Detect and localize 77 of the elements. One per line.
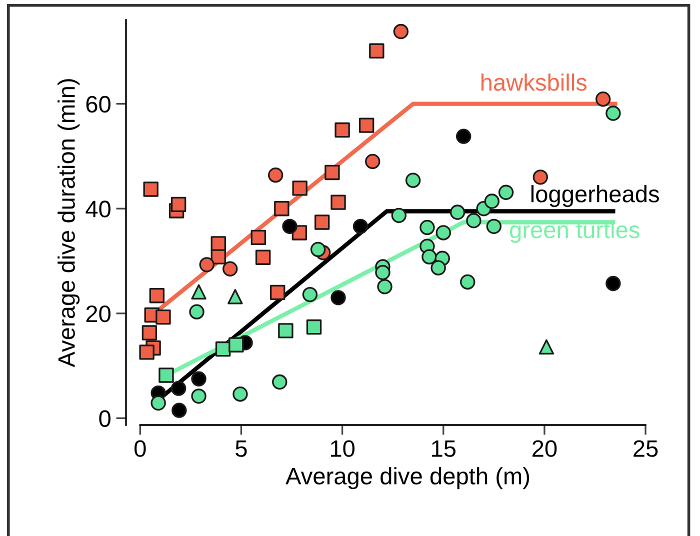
point <box>358 118 374 133</box>
point <box>456 128 472 144</box>
point <box>199 257 214 272</box>
point <box>302 286 318 302</box>
x-axis-title: Average dive depth (m) <box>286 467 530 490</box>
point <box>143 182 158 197</box>
point <box>595 92 611 107</box>
point <box>450 204 466 220</box>
point <box>222 261 238 276</box>
point <box>334 122 350 138</box>
point <box>393 24 409 40</box>
point <box>420 220 435 236</box>
point <box>274 201 290 216</box>
point <box>191 284 206 300</box>
point <box>498 184 514 200</box>
point <box>391 208 407 224</box>
point <box>170 196 186 212</box>
point <box>466 213 482 228</box>
point <box>191 371 206 386</box>
x-tick-label: 25 <box>634 440 658 457</box>
point <box>422 249 437 264</box>
point <box>255 250 271 265</box>
point <box>377 279 392 294</box>
y-tick-label: 0 <box>99 410 110 427</box>
point <box>250 230 266 246</box>
point <box>330 194 346 210</box>
point <box>189 304 204 320</box>
point <box>210 249 226 264</box>
point <box>430 260 446 276</box>
point <box>228 337 244 352</box>
y-tick-label: 60 <box>86 96 110 113</box>
point <box>149 288 165 304</box>
point <box>282 218 298 234</box>
series-label: loggerheads <box>531 185 659 208</box>
point <box>278 323 294 338</box>
point <box>232 386 248 402</box>
point <box>156 309 171 325</box>
point <box>352 218 368 234</box>
point <box>292 180 308 196</box>
point <box>228 289 243 304</box>
point <box>324 164 340 180</box>
point <box>538 339 554 355</box>
point <box>170 380 186 396</box>
point <box>172 402 187 418</box>
x-tick-label: 5 <box>236 440 247 457</box>
point <box>158 368 174 383</box>
series-label: green turtles <box>510 220 640 243</box>
point <box>268 167 284 183</box>
point <box>405 172 421 188</box>
series-label: hawksbills <box>481 73 587 91</box>
x-tick-label: 10 <box>330 440 355 457</box>
point <box>191 388 206 404</box>
y-tick-label: 40 <box>86 200 110 218</box>
point <box>314 214 330 230</box>
point <box>375 264 390 280</box>
point <box>606 106 621 121</box>
x-tick-label: 15 <box>432 440 456 457</box>
point <box>306 319 322 335</box>
point <box>460 274 476 290</box>
point <box>270 284 286 300</box>
point <box>369 43 384 59</box>
point <box>139 344 154 360</box>
point <box>142 325 158 340</box>
point <box>310 242 326 258</box>
point <box>606 276 621 292</box>
y-tick-label: 20 <box>86 305 110 322</box>
x-tick-label: 20 <box>532 440 557 457</box>
point <box>365 154 380 170</box>
point <box>532 170 548 185</box>
point <box>272 374 288 390</box>
point <box>436 225 451 240</box>
point <box>330 290 346 306</box>
x-tick-label: 0 <box>134 440 146 457</box>
y-axis-title: Average dive duration (min) <box>58 79 80 368</box>
point <box>486 218 502 234</box>
point <box>150 395 166 411</box>
point <box>484 194 500 209</box>
